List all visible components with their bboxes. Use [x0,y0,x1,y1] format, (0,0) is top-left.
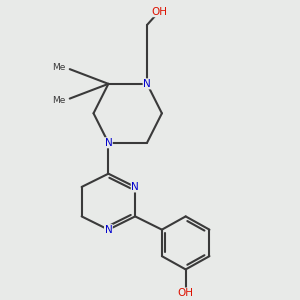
Text: OH: OH [178,288,194,298]
Text: OH: OH [151,7,167,17]
Text: Me: Me [52,63,65,72]
Text: N: N [104,225,112,235]
Text: N: N [143,79,151,89]
Text: N: N [104,138,112,148]
Text: Me: Me [52,96,65,105]
Text: N: N [131,182,139,192]
